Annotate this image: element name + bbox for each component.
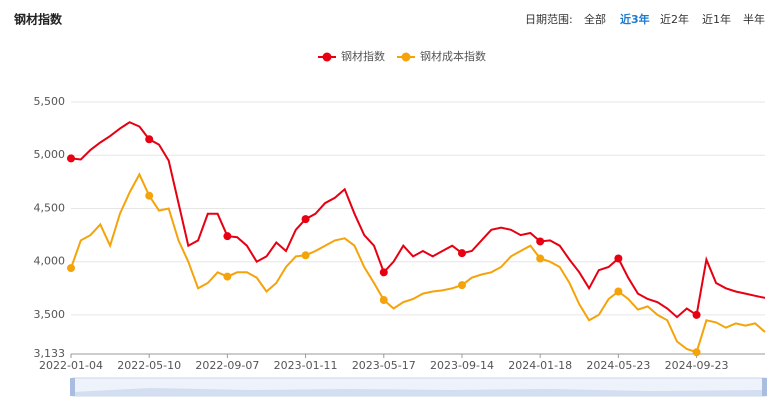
data-point xyxy=(145,191,154,200)
y-tick-label: 5,500 xyxy=(34,95,66,108)
data-point xyxy=(223,232,232,241)
data-point xyxy=(614,287,623,296)
series-line xyxy=(70,121,766,319)
slider-handle[interactable] xyxy=(70,378,75,396)
y-tick-label: 4,000 xyxy=(34,255,66,268)
data-point xyxy=(692,310,701,319)
data-point xyxy=(457,249,466,258)
series-line xyxy=(70,172,766,354)
x-tick-label: 2024-09-23 xyxy=(665,359,729,372)
data-point xyxy=(67,264,75,273)
y-tick-label: 3,133 xyxy=(34,347,66,360)
data-point xyxy=(67,154,75,163)
y-tick-label: 3,500 xyxy=(34,308,66,321)
data-point xyxy=(379,296,388,305)
data-point xyxy=(614,254,623,263)
x-tick-label: 2023-09-14 xyxy=(430,359,494,372)
range-option[interactable]: 近2年 xyxy=(660,12,689,26)
data-point xyxy=(301,251,310,260)
x-tick-label: 2024-01-18 xyxy=(508,359,572,372)
range-options: 全部 近3年 近2年 近1年 半年 xyxy=(584,12,765,26)
y-tick-label: 4,500 xyxy=(34,201,66,214)
zoom-slider[interactable] xyxy=(70,377,767,397)
data-point xyxy=(379,268,388,277)
x-tick-label: 2023-05-17 xyxy=(352,359,416,372)
data-point xyxy=(536,254,545,263)
legend-label[interactable]: 钢材指数 xyxy=(341,49,385,63)
range-option[interactable]: 全部 xyxy=(584,12,606,26)
x-tick-label: 2022-05-10 xyxy=(117,359,181,372)
chart-title: 钢材指数 xyxy=(14,12,63,27)
x-tick-label: 2024-05-23 xyxy=(586,359,650,372)
x-tick-label: 2022-09-07 xyxy=(195,359,259,372)
range-option[interactable]: 半年 xyxy=(743,12,765,26)
slider-handle[interactable] xyxy=(762,378,767,396)
data-point xyxy=(301,215,310,224)
legend-marker xyxy=(322,52,332,62)
range-option[interactable]: 近3年 xyxy=(620,12,650,26)
y-tick-label: 5,000 xyxy=(34,148,66,161)
legend-marker xyxy=(401,52,411,62)
range-option[interactable]: 近1年 xyxy=(702,12,731,26)
x-tick-label: 2023-01-11 xyxy=(274,359,338,372)
slider-preview xyxy=(73,388,765,396)
data-point xyxy=(536,237,545,246)
data-point xyxy=(692,348,701,357)
data-point xyxy=(457,281,466,290)
data-point xyxy=(223,272,232,281)
x-tick-label: 2022-01-04 xyxy=(39,359,103,372)
data-point xyxy=(145,135,154,144)
range-label: 日期范围: xyxy=(525,12,573,26)
legend-label[interactable]: 钢材成本指数 xyxy=(420,49,486,63)
